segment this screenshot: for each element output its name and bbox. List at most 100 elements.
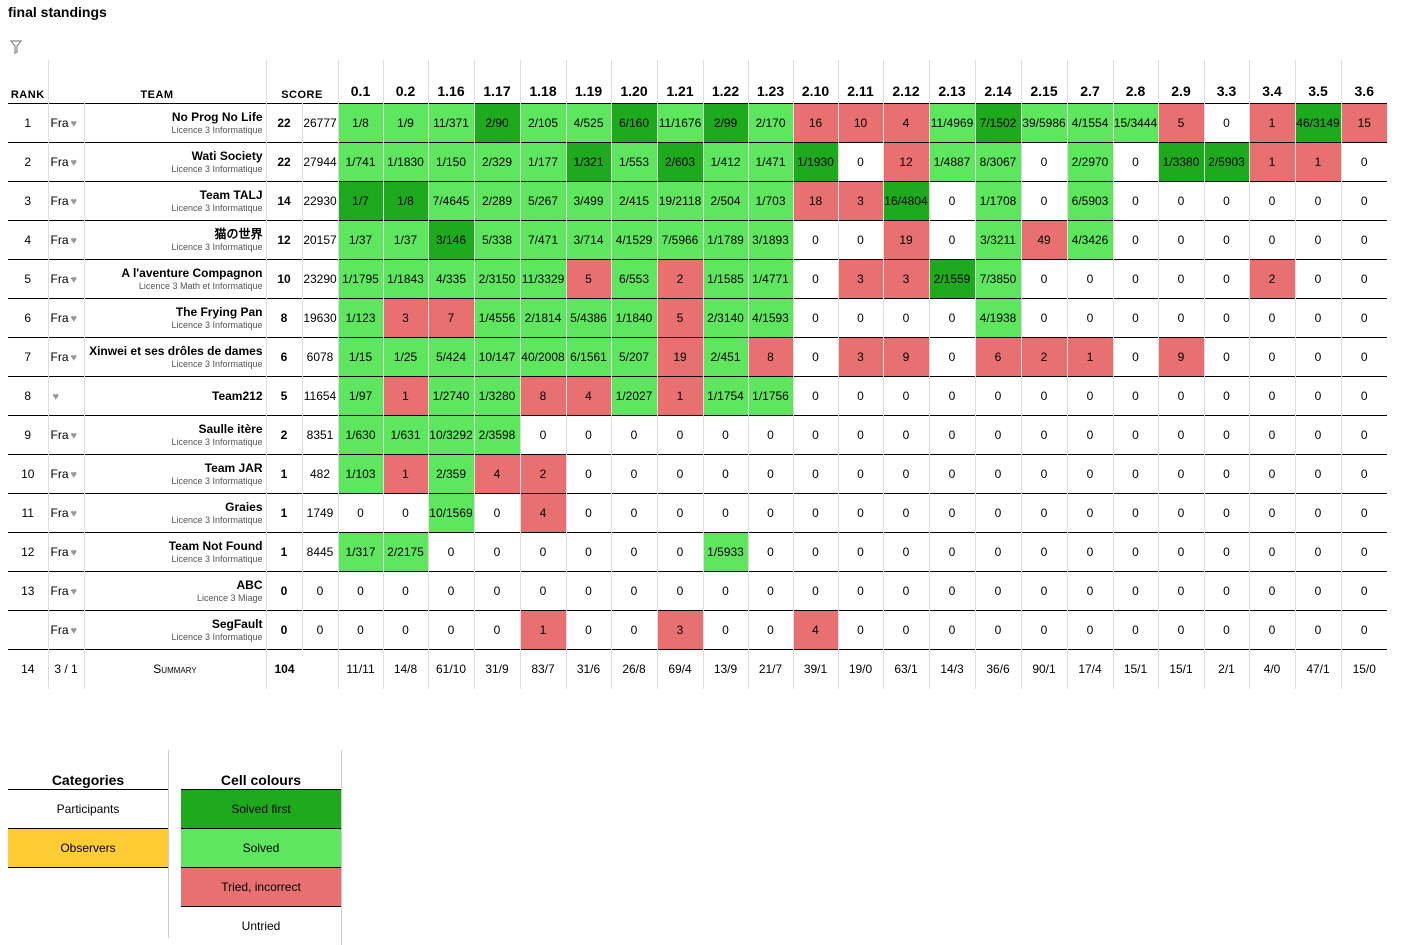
problem-cell[interactable]: 0 bbox=[1112, 337, 1158, 377]
problem-cell[interactable]: 0 bbox=[1294, 376, 1341, 416]
problem-cell[interactable]: 7/1502 bbox=[974, 103, 1021, 143]
problem-cell[interactable]: 0 bbox=[928, 571, 975, 611]
problem-cell[interactable]: 2/99 bbox=[702, 103, 748, 143]
problem-header[interactable]: 2.11 bbox=[837, 60, 883, 104]
problem-cell[interactable]: 0 bbox=[792, 454, 838, 494]
problem-cell[interactable]: 3/3211 bbox=[974, 220, 1021, 260]
problem-cell[interactable]: 0 bbox=[1294, 181, 1341, 221]
problem-header[interactable]: 2.14 bbox=[974, 60, 1021, 104]
problem-cell[interactable]: 15 bbox=[1340, 103, 1387, 143]
problem-cell[interactable]: 1/25 bbox=[382, 337, 428, 377]
problem-cell[interactable]: 5 bbox=[565, 259, 611, 299]
problem-cell[interactable]: 0 bbox=[928, 337, 975, 377]
problem-cell[interactable]: 0 bbox=[1248, 376, 1295, 416]
problem-header[interactable]: 1.18 bbox=[519, 60, 566, 104]
problem-cell[interactable]: 1/97 bbox=[337, 376, 383, 416]
problem-cell[interactable]: 0 bbox=[1157, 298, 1204, 338]
problem-header[interactable]: 3.3 bbox=[1203, 60, 1249, 104]
problem-cell[interactable]: 1/1754 bbox=[702, 376, 748, 416]
problem-cell[interactable]: 0 bbox=[337, 571, 383, 611]
problem-cell[interactable]: 0 bbox=[519, 571, 566, 611]
team-name[interactable]: 猫の世界 bbox=[214, 227, 263, 241]
problem-cell[interactable]: 0 bbox=[1294, 571, 1341, 611]
problem-cell[interactable]: 2 bbox=[519, 454, 566, 494]
problem-cell[interactable]: 4/1938 bbox=[974, 298, 1021, 338]
team-name[interactable]: Team TALJ bbox=[199, 188, 263, 202]
problem-cell[interactable]: 0 bbox=[519, 415, 566, 455]
problem-cell[interactable]: 0 bbox=[1157, 454, 1204, 494]
team-name[interactable]: Wati Society bbox=[191, 149, 263, 163]
team-name[interactable]: A l'aventure Compagnon bbox=[121, 266, 263, 280]
problem-cell[interactable]: 0 bbox=[1157, 610, 1204, 650]
problem-cell[interactable]: 2/3598 bbox=[473, 415, 520, 455]
problem-cell[interactable]: 0 bbox=[1020, 376, 1067, 416]
problem-cell[interactable]: 11/4969 bbox=[928, 103, 975, 143]
problem-cell[interactable]: 1/123 bbox=[337, 298, 383, 338]
problem-cell[interactable]: 7/471 bbox=[519, 220, 566, 260]
problem-cell[interactable]: 0 bbox=[792, 532, 838, 572]
problem-cell[interactable]: 0 bbox=[1112, 142, 1158, 182]
problem-cell[interactable]: 0 bbox=[1340, 220, 1387, 260]
problem-header[interactable]: 1.23 bbox=[747, 60, 793, 104]
problem-cell[interactable]: 2 bbox=[1248, 259, 1295, 299]
problem-cell[interactable]: 5 bbox=[1157, 103, 1204, 143]
problem-cell[interactable]: 0 bbox=[747, 454, 793, 494]
problem-cell[interactable]: 0 bbox=[610, 532, 657, 572]
problem-cell[interactable]: 1/37 bbox=[337, 220, 383, 260]
problem-header[interactable]: 3.6 bbox=[1340, 60, 1387, 104]
problem-cell[interactable]: 0 bbox=[702, 610, 748, 650]
problem-cell[interactable]: 0 bbox=[1157, 493, 1204, 533]
problem-cell[interactable]: 5/267 bbox=[519, 181, 566, 221]
problem-cell[interactable]: 4/525 bbox=[565, 103, 611, 143]
problem-cell[interactable]: 1/103 bbox=[337, 454, 383, 494]
problem-cell[interactable]: 11/3329 bbox=[519, 259, 566, 299]
team-name[interactable]: SegFault bbox=[211, 617, 263, 631]
problem-cell[interactable]: 0 bbox=[1066, 415, 1113, 455]
problem-cell[interactable]: 7/4645 bbox=[427, 181, 474, 221]
problem-cell[interactable]: 0 bbox=[1203, 103, 1249, 143]
team-cell[interactable]: Xinwei et ses drôles de dames Licence 3 I… bbox=[83, 337, 266, 377]
problem-cell[interactable]: 0 bbox=[882, 571, 929, 611]
problem-cell[interactable]: 3 bbox=[656, 610, 703, 650]
problem-cell[interactable]: 0 bbox=[1112, 493, 1158, 533]
problem-cell[interactable]: 0 bbox=[1248, 571, 1295, 611]
problem-cell[interactable]: 7/3850 bbox=[974, 259, 1021, 299]
problem-cell[interactable]: 0 bbox=[1066, 571, 1113, 611]
problem-cell[interactable]: 0 bbox=[1020, 142, 1067, 182]
problem-cell[interactable]: 0 bbox=[519, 532, 566, 572]
problem-cell[interactable]: 0 bbox=[974, 532, 1021, 572]
problem-cell[interactable]: 0 bbox=[1020, 298, 1067, 338]
problem-cell[interactable]: 10/1569 bbox=[427, 493, 474, 533]
problem-cell[interactable]: 0 bbox=[1112, 415, 1158, 455]
problem-cell[interactable]: 39/5986 bbox=[1020, 103, 1067, 143]
problem-cell[interactable]: 0 bbox=[1203, 454, 1249, 494]
problem-cell[interactable]: 0 bbox=[1020, 532, 1067, 572]
problem-cell[interactable]: 0 bbox=[792, 259, 838, 299]
problem-cell[interactable]: 0 bbox=[1157, 376, 1204, 416]
team-cell[interactable]: Wati Society Licence 3 Informatique bbox=[83, 142, 266, 182]
problem-cell[interactable]: 1/703 bbox=[747, 181, 793, 221]
team-cell[interactable]: Team212 bbox=[83, 376, 266, 416]
problem-cell[interactable]: 0 bbox=[337, 493, 383, 533]
problem-cell[interactable]: 0 bbox=[610, 571, 657, 611]
problem-cell[interactable]: 3 bbox=[837, 337, 883, 377]
problem-cell[interactable]: 0 bbox=[1294, 415, 1341, 455]
problem-cell[interactable]: 1 bbox=[382, 454, 428, 494]
problem-cell[interactable]: 0 bbox=[792, 220, 838, 260]
team-cell[interactable]: SegFault Licence 3 Informatique bbox=[83, 610, 266, 650]
problem-cell[interactable]: 2/2175 bbox=[382, 532, 428, 572]
problem-cell[interactable]: 1/1789 bbox=[702, 220, 748, 260]
problem-cell[interactable]: 1/177 bbox=[519, 142, 566, 182]
problem-cell[interactable]: 1/8 bbox=[382, 181, 428, 221]
problem-cell[interactable]: 0 bbox=[610, 493, 657, 533]
problem-cell[interactable]: 0 bbox=[1203, 532, 1249, 572]
problem-cell[interactable]: 4 bbox=[519, 493, 566, 533]
problem-cell[interactable]: 1/9 bbox=[382, 103, 428, 143]
problem-cell[interactable]: 0 bbox=[837, 454, 883, 494]
problem-cell[interactable]: 0 bbox=[792, 298, 838, 338]
problem-cell[interactable]: 0 bbox=[792, 493, 838, 533]
problem-cell[interactable]: 0 bbox=[928, 493, 975, 533]
favorite-icon[interactable]: ♥ bbox=[70, 586, 78, 598]
team-cell[interactable]: The Frying Pan Licence 3 Informatique bbox=[83, 298, 266, 338]
problem-cell[interactable]: 0 bbox=[1020, 610, 1067, 650]
